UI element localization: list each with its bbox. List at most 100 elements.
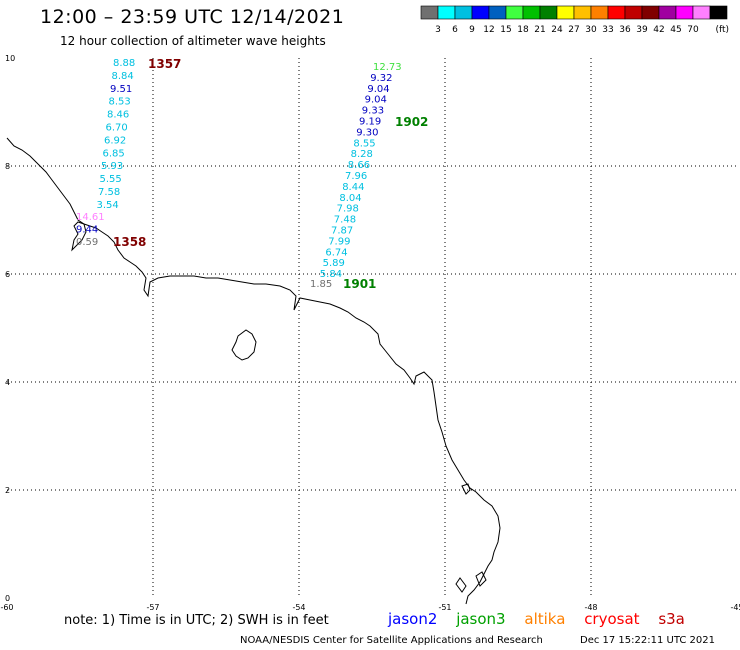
wave-height-label: 8.66 bbox=[348, 160, 370, 171]
coastline-islet bbox=[461, 483, 471, 495]
page-title: 12:00 – 23:59 UTC 12/14/2021 bbox=[40, 6, 345, 28]
colorbar-label: 9 bbox=[469, 25, 475, 35]
wave-height-label: 8.84 bbox=[112, 71, 134, 82]
footer-note: note: 1) Time is in UTC; 2) SWH is in fe… bbox=[64, 613, 329, 628]
wave-height-label: 12.73 bbox=[373, 62, 402, 73]
y-tick-label: 10 bbox=[5, 54, 15, 63]
wave-height-label: 7.99 bbox=[328, 236, 350, 247]
colorbar-legend: 3 6 9 12 15 18 21 24 27 30 33 36 39 42 45 70 (ft) bbox=[420, 5, 729, 35]
satellite-altika: altika bbox=[524, 610, 566, 628]
colorbar-label: 33 bbox=[602, 25, 613, 35]
wave-height-label: 9.44 bbox=[76, 225, 98, 236]
footer-credit: NOAA/NESDIS Center for Satellite Applica… bbox=[240, 635, 543, 646]
colorbar-label: 18 bbox=[517, 25, 529, 35]
wave-height-label: 8.46 bbox=[107, 110, 129, 121]
colorbar-swatch bbox=[573, 5, 592, 20]
colorbar-swatch bbox=[590, 5, 609, 20]
colorbar-swatch bbox=[488, 5, 507, 20]
track-labels: 8.88 8.84 9.51 8.53 8.46 6.706.92 6.85 5.93 5.55… bbox=[76, 57, 428, 291]
colorbar-swatch bbox=[471, 5, 490, 20]
coastline-delta bbox=[71, 221, 87, 252]
axis-tick-labels: -60 -57 -54 -51 -48 -45 10 8 6 4 2 0 bbox=[0, 54, 740, 612]
wave-height-label: 7.98 bbox=[337, 204, 359, 215]
colorbar-swatch bbox=[692, 5, 711, 20]
colorbar-swatch bbox=[709, 5, 728, 20]
wave-height-label: 6.92 bbox=[104, 135, 126, 146]
satellite-cryosat: cryosat bbox=[584, 610, 640, 628]
colorbar-swatch bbox=[675, 5, 694, 20]
colorbar-swatch bbox=[556, 5, 575, 20]
y-tick-label: 6 bbox=[5, 270, 10, 279]
colorbar-label: 12 bbox=[483, 25, 494, 35]
colorbar-label: 15 bbox=[500, 25, 511, 35]
colorbar-label: 21 bbox=[534, 25, 545, 35]
coastline-river bbox=[455, 577, 467, 593]
colorbar-swatch bbox=[505, 5, 524, 20]
wave-height-label: 6.70 bbox=[106, 123, 128, 134]
colorbar-label: 3 bbox=[435, 25, 441, 35]
satellite-jason2: jason2 bbox=[388, 610, 438, 628]
footer-date: Dec 17 15:22:11 UTC 2021 bbox=[580, 635, 715, 646]
y-tick-label: 8 bbox=[5, 162, 10, 171]
wave-height-label: 8.04 bbox=[339, 193, 361, 204]
wave-height-label: 9.51 bbox=[110, 84, 132, 95]
wave-height-label: 7.58 bbox=[98, 187, 120, 198]
wave-height-label: 5.93 bbox=[101, 161, 123, 172]
x-tick-label: -51 bbox=[438, 603, 451, 612]
wave-height-label: 7.48 bbox=[334, 215, 356, 226]
satellite-legend: jason2 jason3 altika cryosat s3a bbox=[388, 610, 685, 628]
colorbar-swatch bbox=[658, 5, 677, 20]
wave-height-label: 5.55 bbox=[100, 174, 122, 185]
colorbar-label: 36 bbox=[619, 25, 631, 35]
colorbar-swatch bbox=[607, 5, 626, 20]
wave-height-label: 3.54 bbox=[97, 200, 119, 211]
wave-height-label: 8.28 bbox=[351, 149, 373, 160]
track-time-label: 1358 bbox=[113, 235, 146, 249]
wave-height-label: 0.59 bbox=[76, 237, 98, 248]
colorbar-swatch bbox=[437, 5, 456, 20]
colorbar-swatch bbox=[420, 5, 439, 20]
wave-height-label: 9.33 bbox=[362, 106, 384, 117]
wave-height-label: 8.55 bbox=[353, 138, 375, 149]
y-tick-label: 4 bbox=[5, 378, 10, 387]
wave-height-label: 7.96 bbox=[345, 171, 367, 182]
track-time-label: 1357 bbox=[148, 57, 181, 71]
wave-height-label: 8.53 bbox=[109, 97, 131, 108]
wave-height-label: 8.44 bbox=[342, 182, 364, 193]
x-tick-label: -45 bbox=[730, 603, 740, 612]
y-tick-label: 0 bbox=[5, 594, 10, 603]
colorbar-label: 6 bbox=[452, 25, 458, 35]
satellite-jason3: jason3 bbox=[456, 610, 506, 628]
coastline-island bbox=[231, 329, 257, 361]
x-tick-label: -57 bbox=[146, 603, 159, 612]
colorbar-label: 30 bbox=[585, 25, 597, 35]
colorbar-label: 42 bbox=[653, 25, 664, 35]
colorbar-label: 70 bbox=[687, 25, 699, 35]
coastline-main bbox=[6, 137, 501, 605]
wave-height-label: 14.61 bbox=[76, 212, 105, 223]
x-tick-label: -48 bbox=[584, 603, 597, 612]
x-tick-label: -60 bbox=[0, 603, 13, 612]
y-tick-label: 2 bbox=[5, 486, 10, 495]
wave-height-label: 9.19 bbox=[359, 117, 381, 128]
wave-height-label: 9.04 bbox=[365, 95, 387, 106]
colorbar-label: 27 bbox=[568, 25, 579, 35]
colorbar-unit: (ft) bbox=[715, 25, 729, 35]
satellite-s3a: s3a bbox=[658, 610, 685, 628]
wave-height-label: 5.89 bbox=[323, 258, 345, 269]
page-subtitle: 12 hour collection of altimeter wave hei… bbox=[60, 34, 326, 48]
colorbar-swatch bbox=[641, 5, 660, 20]
track-time-label: 1902 bbox=[395, 115, 428, 129]
coastline bbox=[6, 137, 501, 605]
wave-height-label: 9.32 bbox=[370, 73, 392, 84]
wave-height-label: 9.04 bbox=[367, 84, 389, 95]
map-grid bbox=[7, 58, 737, 598]
colorbar-swatch bbox=[539, 5, 558, 20]
colorbar-swatch bbox=[522, 5, 541, 20]
wave-height-label: 6.85 bbox=[103, 148, 125, 159]
colorbar-label: 45 bbox=[670, 25, 681, 35]
wave-height-label: 1.85 bbox=[310, 279, 332, 290]
wave-height-label: 8.88 bbox=[113, 58, 135, 69]
wave-height-label: 7.87 bbox=[331, 226, 353, 237]
